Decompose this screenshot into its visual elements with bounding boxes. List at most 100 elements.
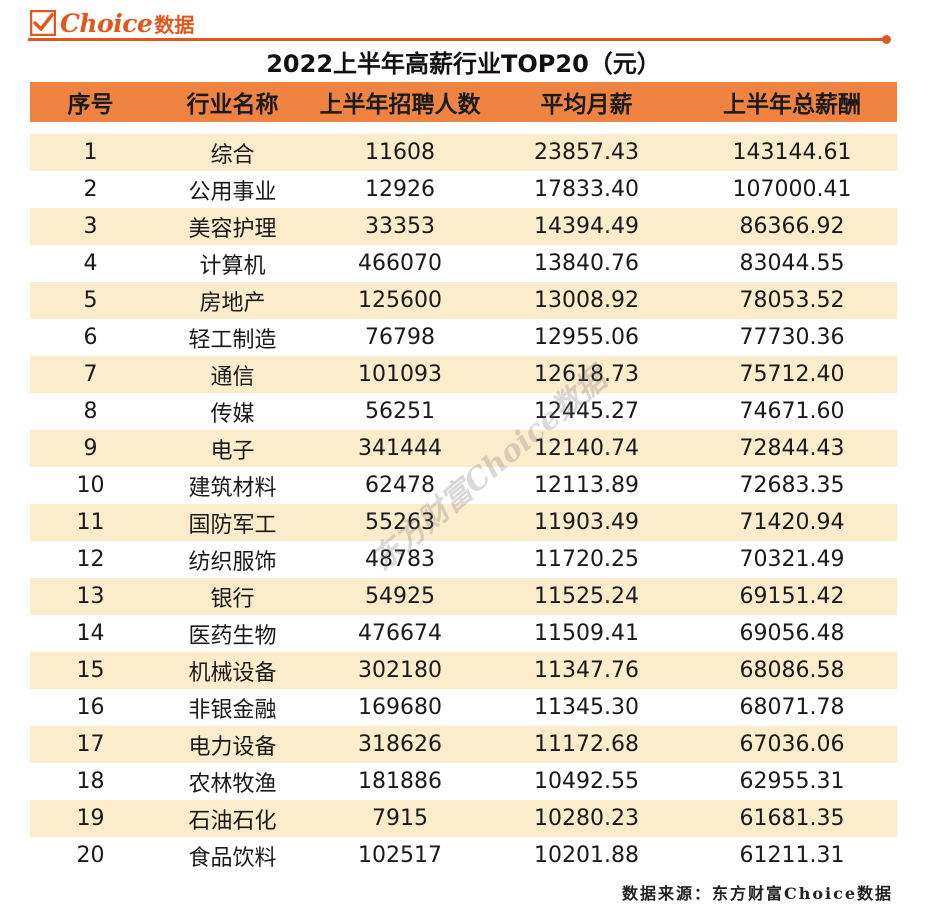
table-row: 16 非银金融 169680 11345.30 68071.78 [30, 689, 897, 726]
cell-rank: 2 [83, 177, 98, 202]
cell-total-pay: 86366.92 [739, 214, 845, 239]
table-body: 1 综合 11608 23857.43 143144.61 2 公用事业 12926 17833… [30, 134, 897, 874]
cell-monthly-salary: 12445.27 [534, 399, 639, 424]
table-row: 4 计算机 466070 13840.76 83044.55 [30, 245, 897, 282]
table-row: 19 石油石化 7915 10280.23 61681.35 [30, 800, 897, 837]
cell-rank: 11 [76, 510, 105, 535]
cell-monthly-salary: 13008.92 [534, 288, 639, 313]
cell-total-pay: 74671.60 [739, 399, 845, 424]
table-row: 3 美容护理 33353 14394.49 86366.92 [30, 208, 897, 245]
table-row: 5 房地产 125600 13008.92 78053.52 [30, 282, 897, 319]
cell-industry: 房地产 [199, 290, 266, 316]
cell-total-pay: 72683.35 [739, 473, 845, 498]
cell-monthly-salary: 11345.30 [534, 695, 639, 720]
cell-industry: 公用事业 [188, 179, 277, 205]
cell-total-pay: 67036.06 [739, 732, 845, 757]
table-row: 10 建筑材料 62478 12113.89 72683.35 [30, 467, 897, 504]
cell-hires: 11608 [365, 140, 435, 165]
table-row: 14 医药生物 476674 11509.41 69056.48 [30, 615, 897, 652]
cell-hires: 302180 [358, 658, 442, 683]
cell-hires: 102517 [358, 843, 442, 868]
header-rule [28, 38, 884, 41]
cell-hires: 12926 [365, 177, 435, 202]
cell-industry: 计算机 [199, 253, 266, 279]
cell-industry: 轻工制造 [188, 327, 277, 353]
cell-hires: 181886 [358, 769, 442, 794]
cell-industry: 银行 [210, 586, 255, 612]
cell-total-pay: 62955.31 [739, 769, 845, 794]
cell-industry: 电力设备 [188, 734, 277, 760]
cell-industry: 食品饮料 [188, 845, 277, 871]
cell-total-pay: 61681.35 [739, 806, 845, 831]
cell-total-pay: 83044.55 [739, 251, 845, 276]
cell-total-pay: 78053.52 [739, 288, 845, 313]
cell-hires: 466070 [358, 251, 442, 276]
cell-monthly-salary: 10492.55 [534, 769, 639, 794]
cell-industry: 纺织服饰 [188, 549, 277, 575]
cell-monthly-salary: 11347.76 [534, 658, 639, 683]
cell-rank: 7 [83, 362, 98, 387]
cell-monthly-salary: 11509.41 [534, 621, 639, 646]
choice-logo: Choice 数据 [30, 8, 194, 38]
cell-monthly-salary: 11525.24 [534, 584, 639, 609]
cell-monthly-salary: 14394.49 [534, 214, 639, 239]
cell-rank: 10 [76, 473, 105, 498]
cell-hires: 54925 [365, 584, 435, 609]
cell-monthly-salary: 13840.76 [534, 251, 639, 276]
cell-industry: 综合 [210, 142, 255, 168]
cell-monthly-salary: 10201.88 [534, 843, 639, 868]
cell-hires: 55263 [365, 510, 435, 535]
cell-industry: 国防军工 [188, 512, 277, 538]
cell-monthly-salary: 11720.25 [534, 547, 639, 572]
cell-total-pay: 77730.36 [739, 325, 845, 350]
cell-rank: 13 [76, 584, 105, 609]
logo-cn-text: 数据 [154, 12, 195, 37]
cell-rank: 17 [76, 732, 105, 757]
cell-monthly-salary: 10280.23 [534, 806, 639, 831]
cell-hires: 76798 [365, 325, 435, 350]
cell-rank: 15 [76, 658, 105, 683]
cell-rank: 16 [76, 695, 105, 720]
cell-total-pay: 61211.31 [739, 843, 845, 868]
cell-monthly-salary: 17833.40 [534, 177, 639, 202]
table-row: 8 传媒 56251 12445.27 74671.60 [30, 393, 897, 430]
cell-industry: 传媒 [210, 401, 255, 427]
col-header-industry: 行业名称 [186, 92, 279, 118]
cell-rank: 20 [76, 843, 105, 868]
cell-hires: 48783 [365, 547, 435, 572]
cell-total-pay: 68071.78 [739, 695, 845, 720]
cell-total-pay: 71420.94 [739, 510, 845, 535]
cell-monthly-salary: 11903.49 [534, 510, 639, 535]
cell-total-pay: 75712.40 [739, 362, 845, 387]
cell-industry: 机械设备 [188, 660, 277, 686]
cell-hires: 33353 [365, 214, 435, 239]
cell-total-pay: 69056.48 [739, 621, 845, 646]
cell-industry: 建筑材料 [188, 475, 277, 501]
table-row: 9 电子 341444 12140.74 72844.43 [30, 430, 897, 467]
cell-total-pay: 143144.61 [732, 140, 852, 165]
page-title: 2022上半年高薪行业TOP20（元） [266, 50, 661, 78]
table-row: 7 通信 101093 12618.73 75712.40 [30, 356, 897, 393]
cell-hires: 101093 [358, 362, 442, 387]
table-row: 18 农林牧渔 181886 10492.55 62955.31 [30, 763, 897, 800]
cell-rank: 1 [83, 140, 98, 165]
table-row: 20 食品饮料 102517 10201.88 61211.31 [30, 837, 897, 874]
cell-rank: 12 [76, 547, 105, 572]
cell-hires: 7915 [372, 806, 428, 831]
cell-monthly-salary: 12618.73 [534, 362, 639, 387]
logo-wordmark: Choice [60, 8, 153, 38]
cell-hires: 56251 [365, 399, 435, 424]
cell-rank: 4 [83, 251, 98, 276]
table-row: 6 轻工制造 76798 12955.06 77730.36 [30, 319, 897, 356]
cell-industry: 美容护理 [188, 216, 277, 242]
data-source-note: 数据来源：东方财富Choice数据 [621, 884, 893, 903]
cell-total-pay: 72844.43 [739, 436, 845, 461]
cell-monthly-salary: 12140.74 [534, 436, 639, 461]
cell-hires: 169680 [358, 695, 442, 720]
col-header-hires: 上半年招聘人数 [319, 92, 481, 118]
table-row: 12 纺织服饰 48783 11720.25 70321.49 [30, 541, 897, 578]
cell-monthly-salary: 12113.89 [534, 473, 639, 498]
table-row: 17 电力设备 318626 11172.68 67036.06 [30, 726, 897, 763]
cell-industry: 电子 [210, 438, 255, 464]
table-header: 序号 行业名称 上半年招聘人数 平均月薪 上半年总薪酬 [30, 82, 897, 122]
